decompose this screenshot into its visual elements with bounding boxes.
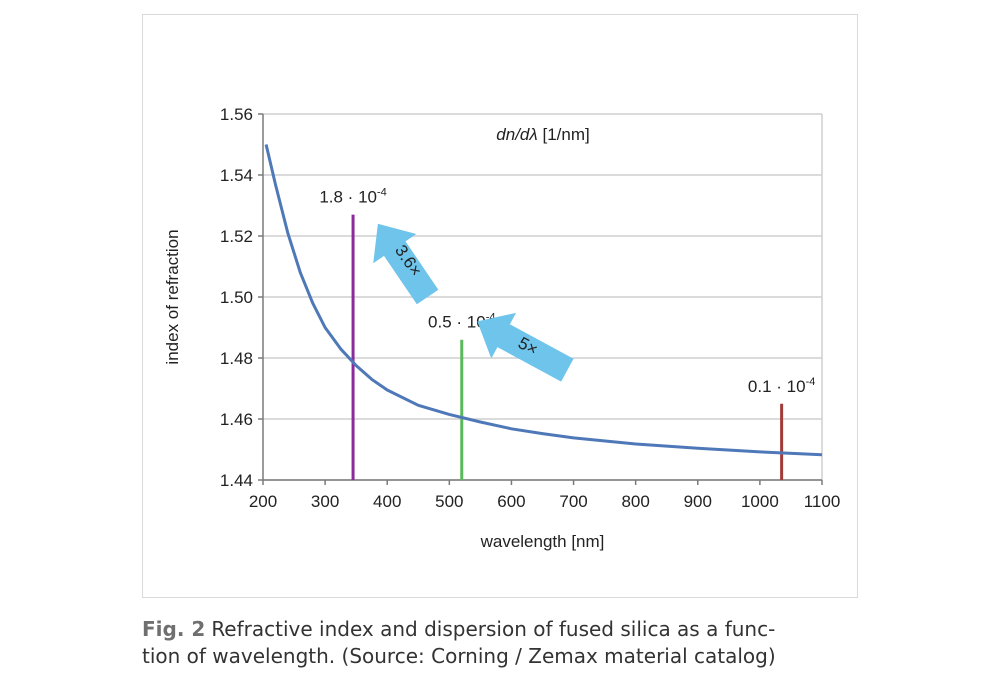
y-tick-label: 1.44 <box>220 471 253 490</box>
y-tick-label: 1.50 <box>220 288 253 307</box>
ratio-arrow <box>373 223 439 305</box>
figure-frame <box>142 14 858 598</box>
caption-line-2: tion of wavelength. (Source: Corning / Z… <box>142 644 776 668</box>
y-tick-label: 1.48 <box>220 349 253 368</box>
series-line <box>264 144 823 457</box>
y-axis-label: index of refraction <box>163 229 182 364</box>
marker-label: 1.8 · 10-4 <box>319 187 386 207</box>
x-tick-label: 200 <box>249 492 277 511</box>
y-tick-label: 1.52 <box>220 227 253 246</box>
x-tick-label: 500 <box>435 492 463 511</box>
marker-label: 0.5 · 10-4 <box>428 312 495 332</box>
y-tick-label: 1.54 <box>220 166 253 185</box>
y-tick-label: 1.56 <box>220 105 253 124</box>
x-axis-label: wavelength [nm] <box>480 532 605 551</box>
marker-label-base: 0.1 · 10 <box>748 377 806 396</box>
marker-label: 0.1 · 10-4 <box>748 376 815 396</box>
marker-label-exponent: -4 <box>806 376 816 388</box>
x-tick-label: 800 <box>621 492 649 511</box>
x-tick-label: 600 <box>497 492 525 511</box>
x-tick-label: 700 <box>559 492 587 511</box>
figure-label: Fig. 2 <box>142 617 206 641</box>
x-tick-label: 400 <box>373 492 401 511</box>
marker-label-base: 0.5 · 10 <box>428 313 486 332</box>
marker-label-base: 1.8 · 10 <box>319 188 377 207</box>
chart-title: dn/dλ [1/nm] <box>496 125 589 144</box>
chart: 1.44 1.46 1.48 1.50 1.52 1.54 1.56 200 300 400 500… <box>163 105 841 551</box>
x-tick-label: 300 <box>311 492 339 511</box>
x-tick-label: 1100 <box>804 492 841 511</box>
caption-line-1: Refractive index and dispersion of fused… <box>211 617 776 641</box>
y-tick-label: 1.46 <box>220 410 253 429</box>
figure-caption: Fig. 2 Refractive index and dispersion of… <box>142 616 842 670</box>
chart-title-symbol: dn/dλ <box>496 125 537 144</box>
ratio-arrow <box>477 312 574 382</box>
x-tick-label: 1000 <box>741 492 779 511</box>
chart-title-unit: [1/nm] <box>538 125 590 144</box>
marker-label-exponent: -4 <box>486 312 496 324</box>
x-tick-label: 900 <box>684 492 712 511</box>
ratio-arrow-shape <box>373 223 439 305</box>
ratio-arrow-shape <box>477 312 574 382</box>
marker-label-exponent: -4 <box>377 187 387 199</box>
